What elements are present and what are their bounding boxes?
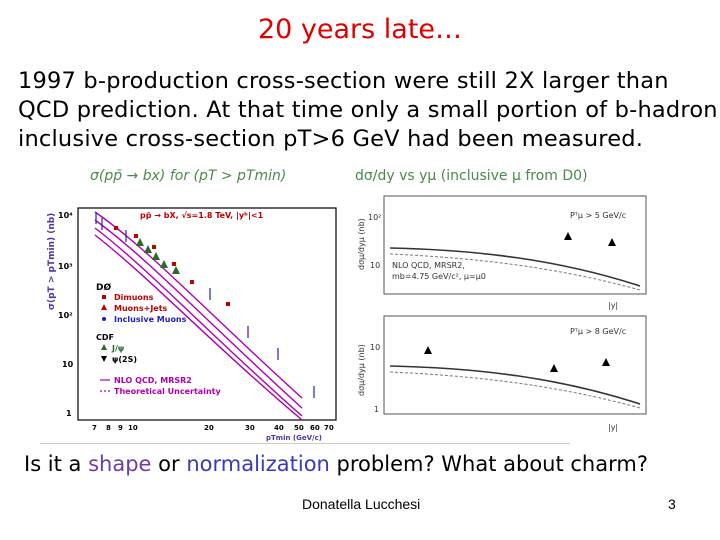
legend-psi2s: ψ(2S) bbox=[112, 355, 137, 364]
figure-separator bbox=[40, 443, 570, 444]
legend-d0-header: DØ bbox=[96, 282, 111, 293]
right-top-theory-label-1: NLO QCD, MRSR2, bbox=[392, 261, 465, 270]
body-line-2: QCD prediction. At that time only a smal… bbox=[18, 97, 718, 123]
data-point bbox=[226, 302, 230, 306]
theory-curve-lower-2 bbox=[94, 234, 303, 421]
question-normalization: normalization bbox=[186, 452, 330, 476]
figure-panel: σ(pT > pTmin) (nb) 10⁴ 10³ 10² 10 1 7 8 … bbox=[40, 190, 680, 442]
left-xtick: 70 bbox=[324, 424, 334, 432]
legend-muons-jets: Muons+Jets bbox=[114, 304, 168, 313]
data-point bbox=[160, 260, 168, 268]
data-point bbox=[152, 252, 160, 260]
question-line: Is it a shape or normalization problem? … bbox=[24, 452, 648, 476]
legend-cdf-header: CDF bbox=[96, 333, 114, 342]
data-point bbox=[134, 234, 138, 238]
d0-points bbox=[114, 226, 230, 306]
right-figure: dσμ/dyμ (nb) 10² 10 Pᵀμ > 5 GeV/c NLO QC… bbox=[356, 190, 680, 442]
right-top-y-axis-label: dσμ/dyμ (nb) bbox=[357, 218, 366, 270]
right-top-theory-band bbox=[389, 253, 641, 291]
left-plot-frame bbox=[77, 207, 337, 421]
inclusive-muon-points bbox=[95, 212, 315, 398]
data-point bbox=[152, 245, 156, 249]
left-xtick: 9 bbox=[118, 424, 123, 432]
theory-curve-lower bbox=[94, 227, 303, 417]
left-xtick: 20 bbox=[204, 424, 214, 432]
legend-inclusive-muons: Inclusive Muons bbox=[114, 315, 187, 324]
right-top-ytick: 10 bbox=[370, 261, 380, 270]
left-xtick: 10 bbox=[128, 424, 138, 432]
left-ytick: 10 bbox=[62, 360, 74, 369]
slide-title: 20 years late… bbox=[257, 14, 463, 45]
data-point bbox=[190, 280, 194, 284]
left-xtick: 60 bbox=[310, 424, 320, 432]
right-bottom-x-axis-label: |y| bbox=[608, 423, 618, 432]
legend-marker-jpsi bbox=[101, 344, 107, 350]
data-point bbox=[172, 266, 180, 274]
left-y-axis-label: σ(pT > pTmin) (nb) bbox=[47, 213, 57, 310]
left-ytick: 10⁴ bbox=[58, 211, 73, 220]
right-bottom-y-axis-label: dσμ/dyμ (nb) bbox=[357, 344, 366, 396]
right-top-panel-frame bbox=[383, 195, 647, 295]
legend-nlo: NLO QCD, MRSR2 bbox=[114, 376, 192, 385]
body-line-3: inclusive cross-section pT>6 GeV had bee… bbox=[18, 126, 644, 152]
right-top-cut-label: Pᵀμ > 5 GeV/c bbox=[570, 211, 626, 220]
left-xtick: 7 bbox=[92, 424, 97, 432]
legend-marker-psi2s bbox=[101, 356, 107, 362]
legend-marker-inclusive-muons bbox=[102, 317, 106, 321]
data-point bbox=[114, 226, 118, 230]
left-xtick: 40 bbox=[274, 424, 284, 432]
right-bottom-ytick: 10 bbox=[370, 343, 380, 352]
left-figure-caption: σ(pp̄ → bx) for (pT > pTmin) bbox=[90, 168, 287, 184]
right-bottom-ytick: 1 bbox=[374, 405, 379, 414]
data-point bbox=[144, 245, 152, 253]
left-ytick: 10³ bbox=[58, 262, 73, 271]
right-bottom-cut-label: Pᵀμ > 8 GeV/c bbox=[570, 327, 626, 336]
left-x-axis-label: pTmin (GeV/c) bbox=[266, 434, 322, 442]
right-top-data-point bbox=[608, 238, 616, 246]
left-ytick: 1 bbox=[66, 409, 72, 418]
right-bottom-theory-curve bbox=[389, 365, 641, 405]
legend-marker-muons-jets bbox=[101, 304, 107, 310]
theory-curve-central bbox=[94, 219, 303, 409]
page-number: 3 bbox=[668, 496, 676, 512]
slide-body: 1997 b-production cross-section were sti… bbox=[18, 67, 718, 154]
question-part-2: or bbox=[151, 452, 187, 476]
left-inset-label: pp̄ → bX, √s=1.8 TeV, |yᵇ|<1 bbox=[140, 211, 264, 220]
legend-dimuons: Dimuons bbox=[114, 293, 154, 302]
data-point bbox=[172, 262, 176, 266]
left-xtick: 30 bbox=[245, 424, 255, 432]
question-shape: shape bbox=[88, 452, 152, 476]
right-bottom-data-point bbox=[424, 346, 432, 354]
left-xtick: 50 bbox=[294, 424, 304, 432]
question-part-1: Is it a bbox=[24, 452, 89, 476]
right-bottom-panel-frame bbox=[383, 315, 647, 415]
right-top-theory-curve bbox=[389, 247, 641, 287]
legend-uncertainty: Theoretical Uncertainty bbox=[114, 387, 221, 396]
right-figure-caption: dσ/dy vs yμ (inclusive μ from D0) bbox=[355, 168, 588, 184]
cdf-points bbox=[136, 238, 180, 274]
right-top-x-axis-label: |y| bbox=[608, 301, 618, 310]
left-xtick: 8 bbox=[106, 424, 111, 432]
right-top-theory-label-2: mb=4.75 GeV/c², μ=μ0 bbox=[392, 272, 486, 281]
legend-marker-dimuons bbox=[102, 295, 106, 299]
data-point bbox=[136, 238, 144, 246]
right-top-ytick: 10² bbox=[368, 213, 381, 222]
left-ytick: 10² bbox=[58, 311, 73, 320]
right-bottom-theory-band bbox=[389, 371, 641, 409]
right-bottom-data-point bbox=[550, 364, 558, 372]
question-part-3: problem? What about charm? bbox=[329, 452, 648, 476]
left-figure: σ(pT > pTmin) (nb) 10⁴ 10³ 10² 10 1 7 8 … bbox=[40, 190, 337, 442]
legend-jpsi: J/ψ bbox=[111, 344, 124, 353]
right-top-data-point bbox=[564, 232, 572, 240]
footer-author: Donatella Lucchesi bbox=[302, 496, 421, 512]
right-bottom-data-point bbox=[602, 358, 610, 366]
body-line-1: 1997 b-production cross-section were sti… bbox=[18, 68, 669, 94]
